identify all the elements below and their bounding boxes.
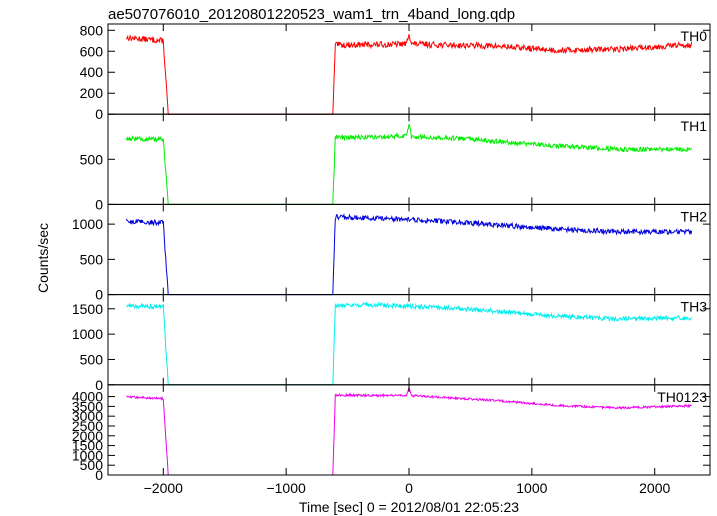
y-tick-label: 200	[80, 85, 104, 101]
y-tick-label: 1000	[72, 447, 103, 463]
panel-label: TH0123	[657, 389, 707, 405]
y-tick-label: 0	[95, 287, 103, 303]
y-tick-label: 600	[80, 43, 104, 59]
x-tick-label: −2000	[144, 480, 184, 496]
x-axis-label: Time [sec] 0 = 2012/08/01 22:05:23	[299, 499, 519, 515]
y-tick-label: 500	[80, 151, 104, 167]
chart-title: ae507076010_20120801220523_wam1_trn_4ban…	[108, 6, 515, 23]
y-tick-label: 1000	[72, 326, 103, 342]
y-tick-label: 0	[95, 467, 103, 483]
x-tick-label: −1000	[266, 480, 306, 496]
panel-frame	[107, 384, 711, 476]
panel-th1: 0 500 TH1	[80, 113, 711, 212]
panel-th2: 0 500 1000 TH2	[72, 203, 711, 303]
panel-label: TH1	[681, 118, 708, 134]
y-tick-label: 1500	[72, 438, 103, 454]
y-tick-label: 2000	[72, 428, 103, 444]
series-line-th0123	[126, 385, 692, 476]
panel-label: TH0	[681, 28, 708, 44]
y-tick-label: 4000	[72, 389, 103, 405]
series-line-th3	[126, 301, 693, 386]
panel-label: TH3	[681, 299, 708, 315]
y-tick-label: 400	[80, 64, 104, 80]
y-tick-label: 800	[80, 22, 104, 38]
y-tick-label: 2500	[72, 418, 103, 434]
panel-frame	[107, 294, 711, 386]
y-tick-label: 0	[95, 196, 103, 212]
x-tick-label: 0	[405, 480, 413, 496]
panel-frame	[107, 113, 711, 205]
y-tick-label: 0	[95, 106, 103, 122]
y-tick-label: 500	[80, 351, 104, 367]
y-tick-label: 3500	[72, 398, 103, 414]
y-tick-label: 500	[80, 251, 104, 267]
x-tick-label: 2000	[639, 480, 670, 496]
y-tick-label: 3000	[72, 408, 103, 424]
x-tick-label: 1000	[516, 480, 547, 496]
series-line-th1	[125, 123, 693, 205]
y-tick-label: 0	[95, 377, 103, 393]
panel-frame	[107, 23, 711, 115]
panel-th3: 0 500 1000 1500 TH3	[72, 294, 711, 393]
y-tick-label: 500	[80, 457, 104, 473]
panel-label: TH2	[681, 208, 708, 224]
y-tick-label: 1500	[72, 301, 103, 317]
panel-th0: 0 200 400 600 800 TH0	[80, 22, 711, 122]
series-line-th0	[125, 34, 693, 115]
y-axis-label: Counts/sec	[35, 223, 51, 293]
series-line-th2	[125, 212, 693, 296]
y-tick-label: 1000	[72, 216, 103, 232]
